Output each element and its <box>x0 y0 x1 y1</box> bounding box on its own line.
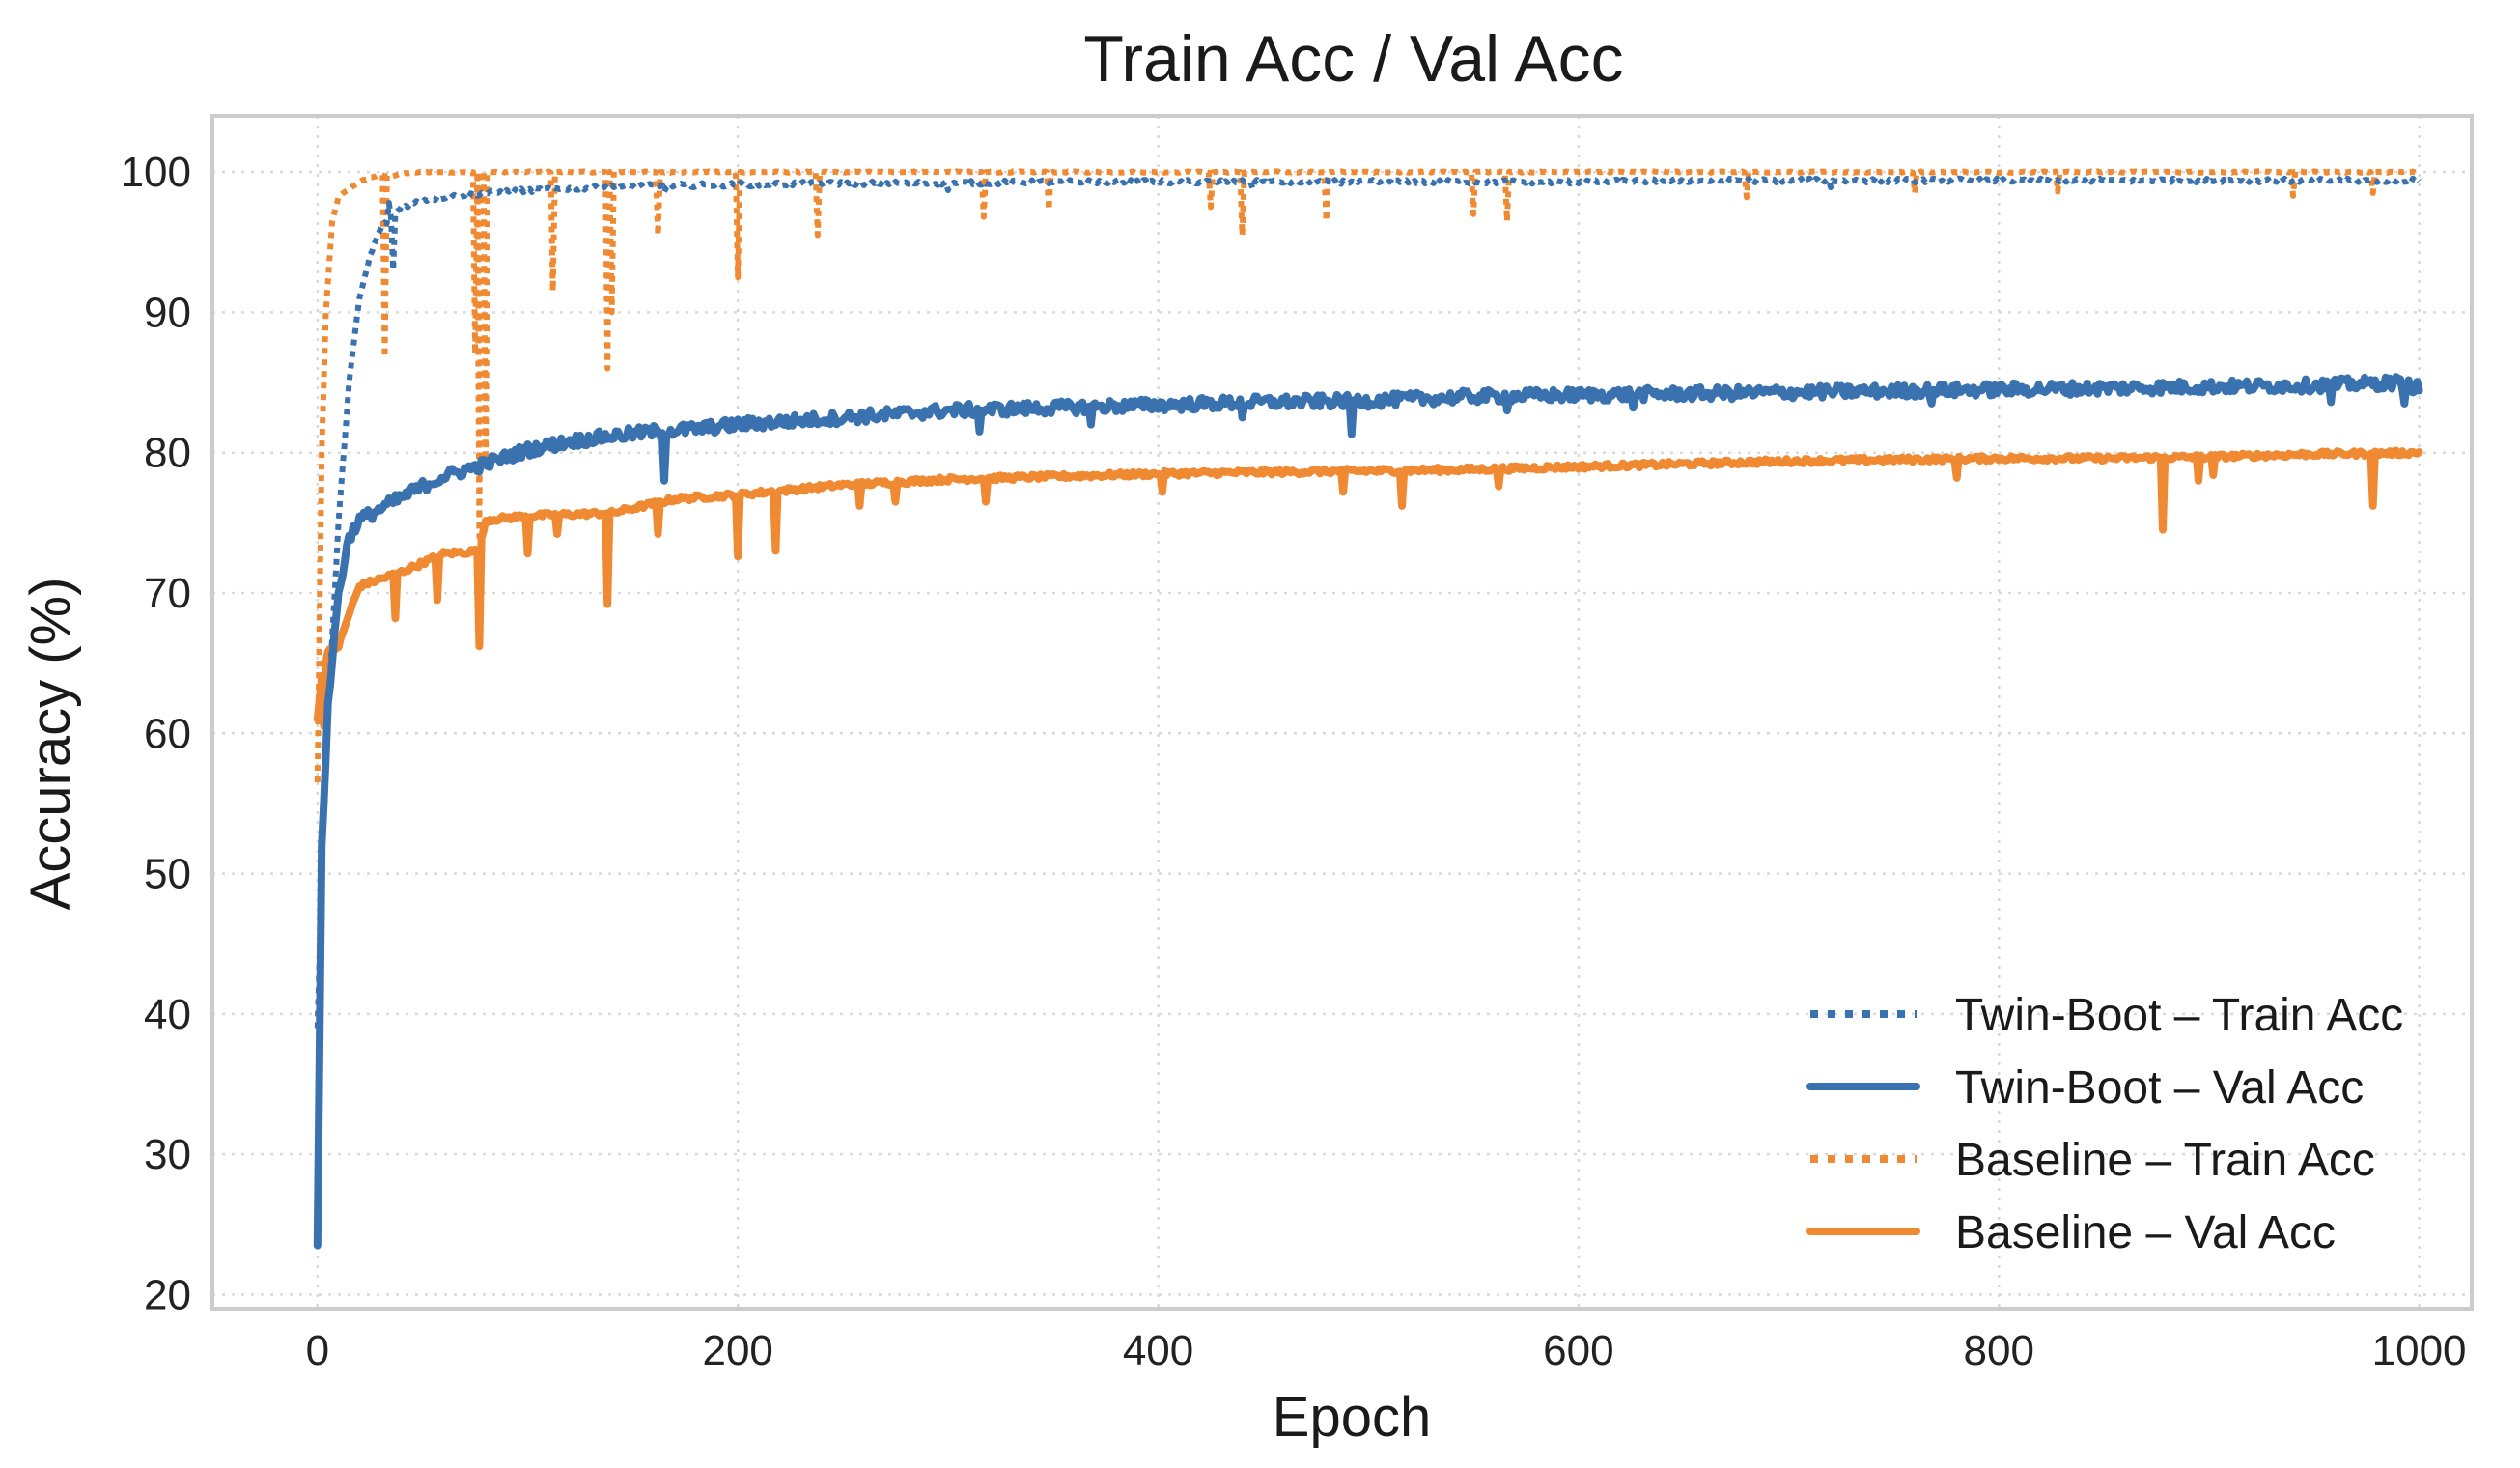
y-tick-label: 40 <box>144 991 191 1038</box>
x-axis-label: Epoch <box>1273 1386 1431 1449</box>
legend-label-1: Twin-Boot – Train Acc <box>1955 990 2403 1041</box>
legend: Twin-Boot – Train Acc Twin-Boot – Val Acc… <box>1806 990 2403 1258</box>
x-tick-label: 0 <box>306 1327 329 1374</box>
series-line-3 <box>314 168 2421 783</box>
x-tick-label: 800 <box>1964 1327 2034 1374</box>
y-tick-label: 80 <box>144 430 191 477</box>
y-tick-label: 100 <box>121 149 191 196</box>
y-tick-label: 50 <box>144 851 191 898</box>
series-lines <box>313 168 2423 1250</box>
plot-frame <box>210 114 2474 1311</box>
y-tick-label: 20 <box>144 1271 191 1318</box>
y-tick-label: 30 <box>144 1131 191 1178</box>
y-tick-label: 70 <box>144 570 191 617</box>
x-tick-label: 600 <box>1543 1327 1613 1374</box>
series-line-1 <box>314 175 2422 1029</box>
series-line-4 <box>313 446 2423 730</box>
y-axis-label: Accuracy (%) <box>19 578 82 911</box>
y-tick-label: 60 <box>144 710 191 757</box>
legend-label-4: Baseline – Val Acc <box>1955 1207 2336 1258</box>
legend-label-2: Twin-Boot – Val Acc <box>1955 1062 2364 1114</box>
x-tick-label: 200 <box>702 1327 772 1374</box>
legend-label-3: Baseline – Train Acc <box>1955 1135 2375 1186</box>
y-tick-label: 90 <box>144 289 191 336</box>
x-tick-label: 400 <box>1123 1327 1193 1374</box>
series-line-2 <box>313 373 2423 1250</box>
grid-lines <box>212 116 2472 1309</box>
x-tick-label: 1000 <box>2372 1327 2467 1374</box>
chart-title: Train Acc / Val Acc <box>1083 22 1623 96</box>
